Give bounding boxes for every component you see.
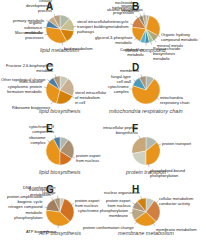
svg-text:Polysaccharidebiosynthesismeta: Polysaccharidebiosynthesismetabolic — [153, 46, 181, 61]
svg-text:glycerol-3-phosphatemetabolic: glycerol-3-phosphatemetabolic — [95, 35, 133, 45]
svg-text:mitochondria respiratory chain: mitochondria respiratory chain — [109, 108, 183, 114]
svg-text:lipid metabolism: lipid metabolism — [40, 47, 80, 53]
svg-text:mineral metals: mineral metals — [157, 43, 183, 48]
svg-text:nucleosidetriphosphateprogress: nucleosidetriphosphateprogression — [112, 0, 135, 15]
svg-text:protein exportfrom nucleus: protein exportfrom nucleus — [76, 153, 101, 163]
svg-text:Macromolecularprocesses: Macromolecularprocesses — [15, 30, 44, 40]
svg-text:G: G — [46, 184, 54, 195]
svg-text:heterocyclemetabolism: heterocyclemetabolism — [108, 19, 129, 29]
svg-text:cellular metabolismconductor a: cellular metabolismconductor activity — [159, 196, 194, 206]
svg-text:phospholipid-boundphosphorylat: phospholipid-boundphosphorylation — [150, 168, 185, 178]
svg-text:A: A — [46, 1, 53, 12]
svg-text:C: C — [46, 62, 53, 73]
svg-text:sterol compound: sterol compound — [125, 47, 167, 53]
svg-text:intracellular peptidebiosynthe: intracellular peptidebiosynthesis — [103, 125, 138, 135]
svg-text:secondarymetabolic: secondarymetabolic — [121, 3, 139, 13]
svg-text:primary metabolic: primary metabolic — [13, 18, 45, 23]
svg-text:Fructose 2,6-bisphosphatemetab: Fructose 2,6-bisphosphatemetabolic — [6, 63, 54, 73]
svg-text:protein conformation change: protein conformation change — [83, 225, 134, 230]
svg-text:protein amplificationbiogenic: protein amplificationbiogenic cyclenitro… — [7, 194, 43, 220]
svg-text:mitochondriarespiratory chain: mitochondriarespiratory chain — [160, 95, 190, 105]
svg-text:cytochromecomplex: cytochromecomplex — [108, 84, 129, 94]
svg-text:membrane metabolism: membrane metabolism — [156, 227, 197, 232]
svg-text:membrane: membrane — [120, 68, 140, 73]
svg-text:Organic hydroxycompound metabo: Organic hydroxycompound metabolic — [161, 32, 198, 42]
svg-text:H: H — [132, 184, 139, 195]
svg-text:lipid metabolism: lipid metabolism — [64, 46, 93, 51]
svg-text:transcriptionmetabolism: transcriptionmetabolism — [29, 187, 51, 197]
svg-text:Carbohydratemetabolic: Carbohydratemetabolic — [120, 47, 145, 57]
svg-text:protein transport: protein transport — [162, 141, 192, 146]
svg-text:lipid biosynthesis: lipid biosynthesis — [39, 169, 81, 175]
svg-text:protein exportfrom nucleus: protein exportfrom nucleus — [75, 198, 100, 208]
svg-text:sterol intracellulartransport: sterol intracellulartransport buildingpa… — [77, 19, 109, 34]
svg-text:protein exportfrom nucleus: protein exportfrom nucleus — [106, 198, 131, 208]
svg-text:DNA conformationchange: DNA conformationchange — [23, 185, 56, 195]
svg-text:cytochrome phosphorylationmemb: cytochrome phosphorylationmembrane — [78, 208, 129, 218]
svg-text:Ribosome biogenesis: Ribosome biogenesis — [12, 105, 50, 110]
svg-text:ATP biosynthesis: ATP biosynthesis — [38, 230, 81, 236]
svg-text:cytochrome IIIcomponents: cytochrome IIIcomponents — [29, 124, 54, 134]
svg-text:D: D — [132, 62, 139, 73]
svg-text:Other topological change: Other topological change — [1, 77, 46, 82]
svg-text:ribosomecomplex: ribosomecomplex — [29, 135, 46, 145]
svg-text:protein transport: protein transport — [125, 169, 167, 175]
svg-text:E: E — [46, 123, 53, 134]
svg-text:membrane metabolism: membrane metabolism — [118, 230, 174, 236]
svg-text:B: B — [132, 1, 139, 12]
svg-text:sterol intracellularof metabol: sterol intracellularof metabolismin cell — [75, 90, 107, 105]
svg-text:ATP biosynthesis: ATP biosynthesis — [26, 229, 57, 234]
svg-text:F: F — [132, 123, 138, 134]
svg-text:multi-subunitcytoplasmic prote: multi-subunitcytoplasmic proteinformatio… — [7, 79, 43, 94]
svg-text:organicsubstancemetabolic: organicsubstancemetabolic — [24, 20, 43, 35]
svg-text:lipid biosynthesis: lipid biosynthesis — [39, 108, 81, 114]
svg-text:cellulardevelopmentalprocess: cellulardevelopmentalprocess — [26, 0, 53, 13]
svg-text:alcohol biosynthesis: alcohol biosynthesis — [107, 7, 143, 12]
svg-text:fungal-typecell wall: fungal-typecell wall — [111, 74, 132, 84]
svg-text:nuclear organization: nuclear organization — [104, 190, 140, 195]
